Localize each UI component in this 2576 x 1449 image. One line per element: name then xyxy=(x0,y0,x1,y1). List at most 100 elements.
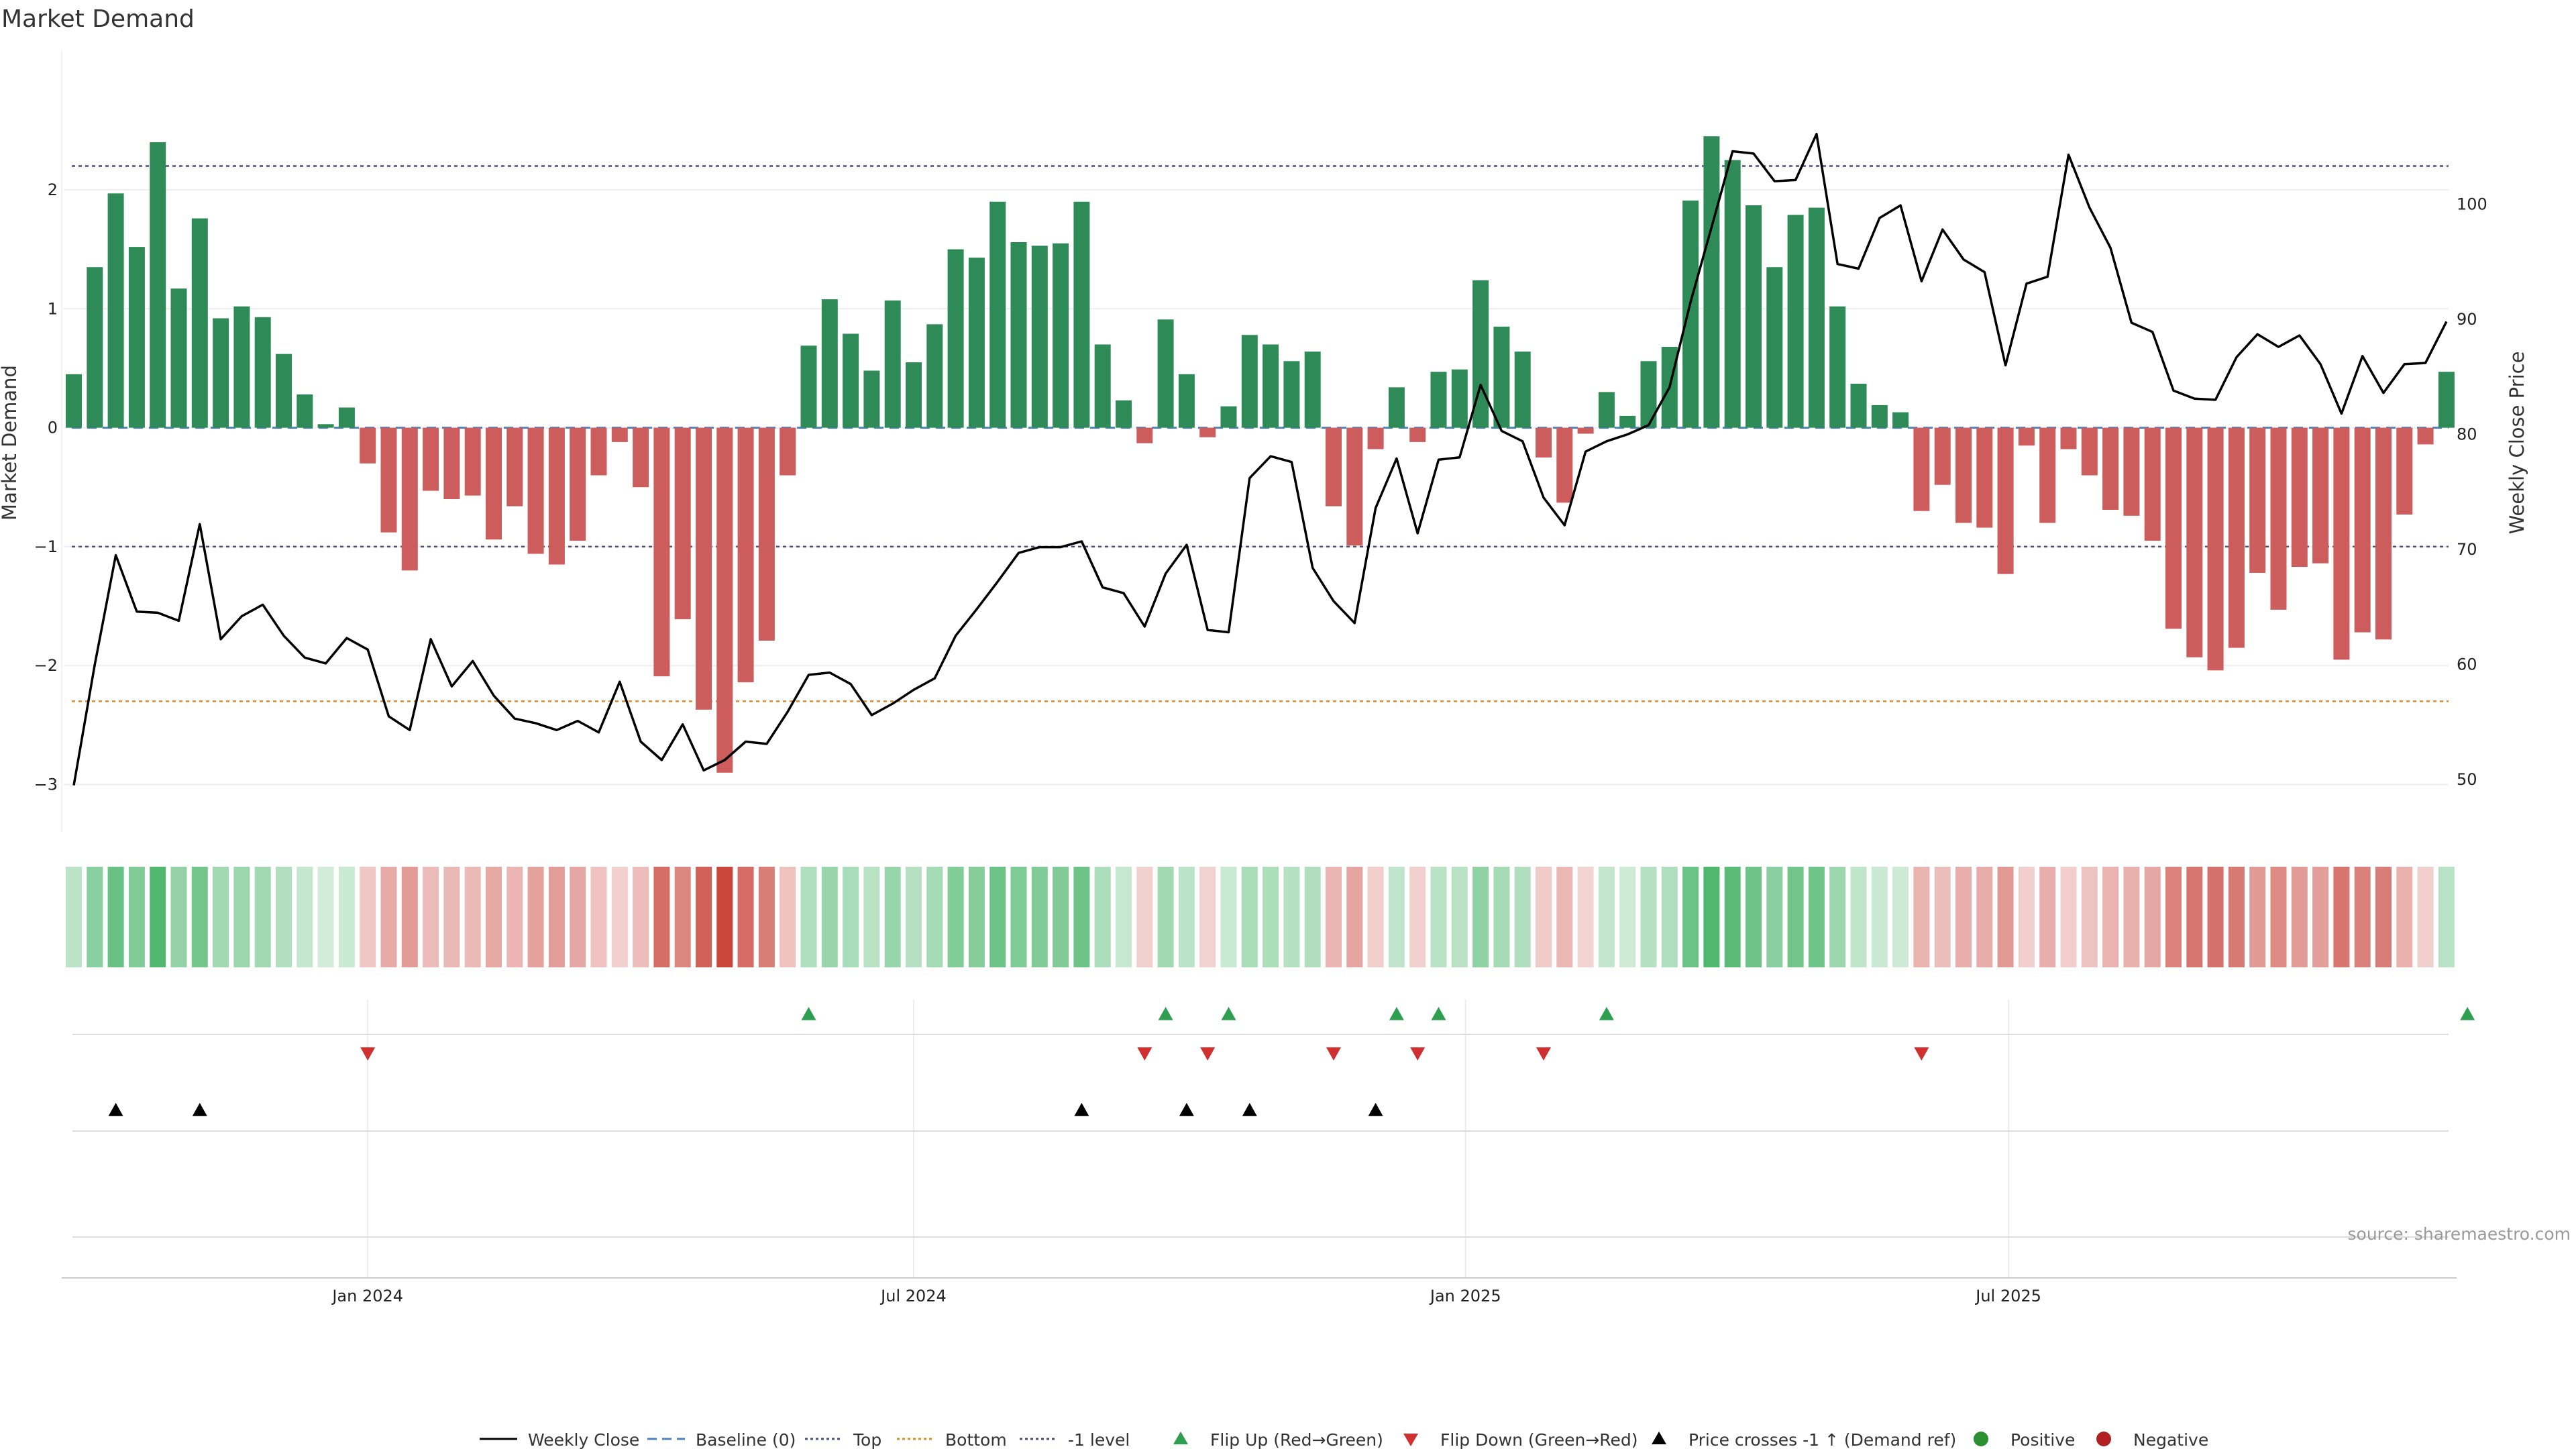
demand-bar xyxy=(1766,267,1783,428)
strip-cell xyxy=(233,867,250,967)
strip-cell xyxy=(1661,867,1678,967)
demand-bar xyxy=(276,354,292,428)
flip-down-marker xyxy=(360,1047,376,1061)
demand-bar xyxy=(800,345,817,428)
strip-cell xyxy=(1430,867,1447,967)
demand-bar xyxy=(2060,427,2077,449)
demand-bar xyxy=(590,427,607,476)
demand-bar xyxy=(1283,361,1300,428)
strip-cell xyxy=(1934,867,1951,967)
demand-bar xyxy=(2438,372,2455,428)
price-cross-marker xyxy=(1368,1103,1383,1116)
demand-bar xyxy=(1053,243,1069,428)
strip-cell xyxy=(1703,867,1720,967)
demand-heat-strip xyxy=(66,867,2455,967)
demand-bar xyxy=(548,427,565,565)
strip-cell xyxy=(1892,867,1909,967)
strip-cell xyxy=(2081,867,2098,967)
strip-cell xyxy=(926,867,943,967)
strip-cell xyxy=(2123,867,2140,967)
strip-cell xyxy=(674,867,691,967)
strip-cell xyxy=(1514,867,1531,967)
demand-bars xyxy=(66,136,2455,773)
strip-cell xyxy=(906,867,922,967)
legend-label: -1 level xyxy=(1068,1430,1130,1449)
demand-bar xyxy=(1199,427,1216,437)
demand-bar xyxy=(926,324,943,428)
demand-bar xyxy=(696,427,712,710)
flip-down-marker xyxy=(1326,1047,1341,1061)
strip-cell xyxy=(338,867,355,967)
strip-cell xyxy=(1136,867,1153,967)
price-cross-marker xyxy=(1074,1103,1089,1116)
flip-up-marker xyxy=(2460,1007,2475,1020)
demand-bar xyxy=(1808,207,1825,428)
strip-cell xyxy=(1326,867,1342,967)
strip-cell xyxy=(611,867,628,967)
strip-cell xyxy=(276,867,292,967)
strip-cell xyxy=(821,867,838,967)
strip-cell xyxy=(737,867,754,967)
x-tick-label: Jul 2024 xyxy=(879,1287,947,1305)
demand-bar xyxy=(2207,427,2224,671)
demand-bar xyxy=(1850,384,1867,428)
demand-bar xyxy=(716,427,733,773)
strip-cell xyxy=(66,867,82,967)
demand-bar xyxy=(2396,427,2413,515)
strip-cell xyxy=(2165,867,2182,967)
x-tick-label: Jan 2024 xyxy=(331,1287,403,1305)
legend-label: Flip Down (Green→Red) xyxy=(1440,1430,1638,1449)
y-tick-label: −3 xyxy=(34,775,58,794)
demand-bar xyxy=(2144,427,2161,541)
demand-bar xyxy=(611,427,628,442)
strip-cell xyxy=(1157,867,1174,967)
legend-label: Bottom xyxy=(945,1430,1007,1449)
demand-bar xyxy=(1430,372,1447,428)
strip-cell xyxy=(527,867,544,967)
flip-up-marker xyxy=(1158,1007,1173,1020)
strip-cell xyxy=(2207,867,2224,967)
strip-cell xyxy=(1304,867,1321,967)
demand-bar xyxy=(107,193,124,428)
demand-bar xyxy=(506,427,523,506)
demand-bar xyxy=(2354,427,2371,633)
legend-label: Weekly Close xyxy=(528,1430,639,1449)
strip-cell xyxy=(780,867,796,967)
demand-bar xyxy=(2249,427,2266,573)
demand-bar xyxy=(486,427,502,540)
demand-bar xyxy=(1746,205,1762,428)
strip-cell xyxy=(843,867,859,967)
legend-label: Positive xyxy=(2010,1430,2075,1449)
strip-cell xyxy=(1263,867,1279,967)
demand-bar xyxy=(1241,335,1258,428)
flip-up-marker xyxy=(801,1007,816,1020)
y2-tick-label: 90 xyxy=(2457,310,2477,329)
strip-cell xyxy=(486,867,502,967)
demand-bar xyxy=(1682,200,1699,428)
demand-bar xyxy=(233,306,250,428)
y2-tick-label: 70 xyxy=(2457,540,2477,559)
demand-bar xyxy=(1934,427,1951,485)
strip-cell xyxy=(297,867,313,967)
strip-cell xyxy=(1493,867,1510,967)
demand-bar xyxy=(66,374,82,428)
strip-cell xyxy=(1053,867,1069,967)
demand-bar xyxy=(1304,352,1321,428)
strip-cell xyxy=(213,867,229,967)
demand-bar xyxy=(570,427,586,541)
demand-bar xyxy=(338,407,355,428)
y-tick-label: 0 xyxy=(48,419,58,437)
strip-cell xyxy=(2102,867,2119,967)
strip-cell xyxy=(1913,867,1930,967)
demand-bar xyxy=(170,288,187,428)
strip-cell xyxy=(150,867,166,967)
demand-bar xyxy=(1388,387,1405,428)
demand-bar xyxy=(674,427,691,620)
strip-cell xyxy=(2396,867,2413,967)
strip-cell xyxy=(1808,867,1825,967)
strip-cell xyxy=(128,867,145,967)
demand-bar xyxy=(297,394,313,428)
demand-bar xyxy=(401,427,418,571)
demand-bar xyxy=(1094,344,1111,428)
